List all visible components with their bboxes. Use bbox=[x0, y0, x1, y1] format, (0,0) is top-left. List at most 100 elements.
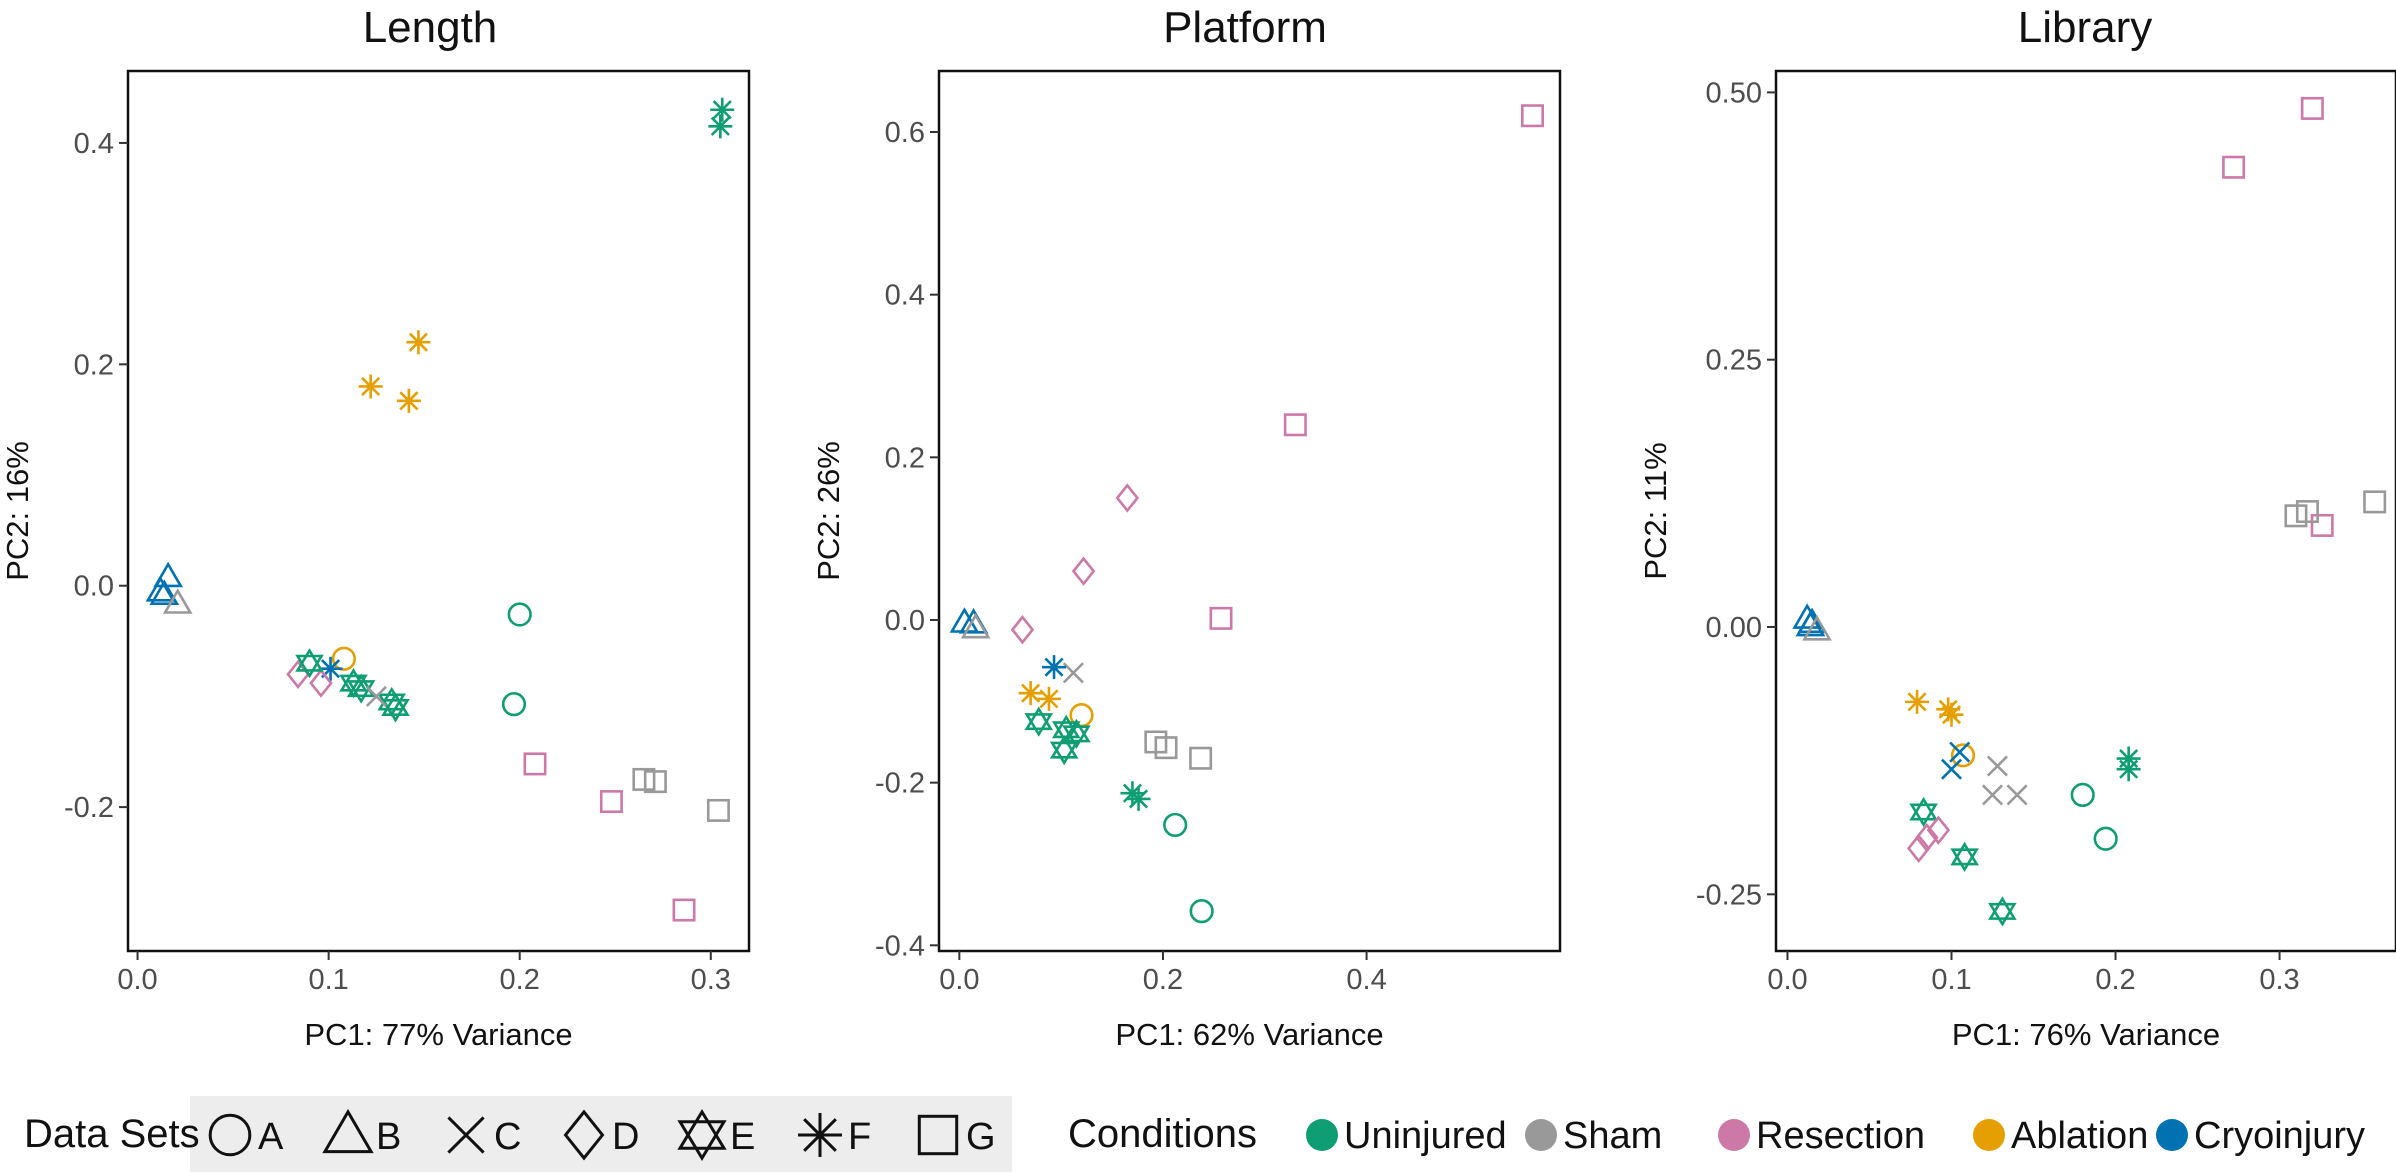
data-point bbox=[1071, 556, 1096, 586]
data-point bbox=[381, 692, 410, 723]
panel-title: Platform bbox=[1163, 3, 1327, 52]
condition-swatch bbox=[1306, 1119, 1338, 1151]
data-point bbox=[1163, 812, 1188, 838]
data-point bbox=[162, 588, 193, 614]
x-tick-label: 0.0 bbox=[117, 964, 157, 996]
data-point bbox=[2363, 490, 2387, 514]
x-tick-label: 0.1 bbox=[308, 964, 348, 996]
dataset-legend-label: G bbox=[966, 1116, 996, 1158]
data-point bbox=[1940, 758, 1963, 780]
data-point bbox=[1988, 896, 2017, 927]
data-point bbox=[339, 668, 368, 699]
data-point bbox=[672, 898, 696, 922]
y-tick-label: 0.00 bbox=[1706, 612, 1762, 644]
legend: Data Sets A B C D E F G Conditions Uninjured Sh… bbox=[24, 1096, 2365, 1172]
condition-legend-label: Ablation bbox=[2011, 1115, 2148, 1157]
dataset-legend-label: D bbox=[612, 1116, 639, 1158]
data-point bbox=[1042, 655, 1067, 680]
dataset-legend-label: C bbox=[494, 1116, 521, 1158]
data-point bbox=[599, 790, 623, 814]
data-point bbox=[365, 685, 387, 707]
y-axis-label: PC2: 16% bbox=[0, 441, 35, 581]
condition-legend-item: Ablation bbox=[1973, 1115, 2148, 1157]
data-point bbox=[1283, 413, 1307, 437]
data-point bbox=[1986, 755, 2008, 777]
data-point bbox=[1062, 662, 1084, 684]
data-point bbox=[1949, 741, 1971, 763]
y-tick-label: -0.2 bbox=[64, 792, 114, 824]
data-point bbox=[1906, 833, 1931, 864]
x-tick-label: 0.2 bbox=[1143, 964, 1183, 996]
panels: Length 0.0 0.1 0.2 0.3 -0.2 0.0 0.2 0.4 PC1: 77% … bbox=[0, 3, 2396, 1052]
data-point bbox=[706, 798, 730, 822]
condition-legend-label: Sham bbox=[1563, 1115, 1662, 1157]
dataset-legend-item: E bbox=[677, 1109, 755, 1161]
data-point bbox=[2006, 784, 2028, 806]
data-point bbox=[396, 388, 421, 413]
scatter-panel-1: Platform 0.0 0.2 0.4 -0.4 -0.2 0.0 0.2 0.4 0.6 PC1… bbox=[811, 3, 1562, 1052]
y-tick-label: 0.50 bbox=[1706, 77, 1762, 109]
data-point bbox=[1115, 483, 1140, 513]
datasets-legend-title: Data Sets bbox=[24, 1112, 200, 1156]
data-point bbox=[643, 770, 667, 794]
plot-frame bbox=[937, 69, 1562, 953]
x-tick-label: 0.0 bbox=[939, 964, 979, 996]
data-point bbox=[1189, 899, 1214, 924]
data-point bbox=[1936, 697, 1961, 722]
y-tick-label: 0.6 bbox=[885, 117, 925, 149]
condition-swatch bbox=[2156, 1119, 2188, 1151]
data-point bbox=[295, 648, 324, 679]
data-point bbox=[1795, 610, 1826, 637]
y-tick-label: 0.25 bbox=[1706, 345, 1762, 377]
plot-frame bbox=[126, 69, 751, 953]
y-axis-label: PC2: 11% bbox=[1638, 442, 1673, 579]
data-point bbox=[153, 561, 183, 588]
dataset-legend-item: C bbox=[447, 1116, 521, 1158]
y-tick-label: 0.2 bbox=[885, 442, 925, 474]
data-point bbox=[2295, 500, 2319, 524]
y-tick-label: 0.4 bbox=[885, 280, 925, 312]
data-point bbox=[2070, 782, 2095, 807]
conditions-legend-title: Conditions bbox=[1068, 1112, 1257, 1156]
scatter-panel-2: Library 0.0 0.1 0.2 0.3 -0.25 0.00 0.25 0.50 PC1:… bbox=[1638, 3, 2396, 1052]
y-tick-label: -0.4 bbox=[875, 930, 925, 962]
y-tick-label: 0.2 bbox=[74, 349, 114, 381]
condition-swatch bbox=[1973, 1119, 2005, 1151]
data-point bbox=[1802, 615, 1832, 641]
data-point bbox=[708, 114, 733, 139]
data-point bbox=[1926, 815, 1951, 845]
x-tick-label: 0.3 bbox=[691, 964, 731, 996]
dataset-legend-label: E bbox=[730, 1116, 755, 1158]
dataset-legend-label: B bbox=[376, 1116, 401, 1158]
data-point bbox=[1126, 786, 1151, 811]
data-point bbox=[1189, 746, 1213, 770]
data-point bbox=[2222, 155, 2246, 179]
condition-legend-item: Uninjured bbox=[1306, 1115, 1507, 1157]
dataset-legend-item: D bbox=[563, 1109, 639, 1161]
x-tick-label: 0.4 bbox=[1346, 964, 1386, 996]
y-tick-label: -0.2 bbox=[875, 768, 925, 800]
data-point bbox=[501, 692, 527, 717]
data-point bbox=[960, 612, 991, 639]
x-tick-label: 0.2 bbox=[2095, 964, 2135, 996]
dataset-legend-label: A bbox=[258, 1116, 284, 1158]
dataset-legend-item: B bbox=[322, 1108, 401, 1158]
data-point bbox=[358, 374, 383, 399]
x-tick-label: 0.2 bbox=[500, 964, 540, 996]
data-point bbox=[1521, 104, 1545, 128]
data-point bbox=[331, 646, 357, 671]
data-point bbox=[2116, 757, 2141, 782]
x-tick-label: 0.1 bbox=[1931, 964, 1971, 996]
data-point bbox=[145, 576, 176, 602]
data-point bbox=[2093, 826, 2118, 851]
data-point bbox=[309, 668, 333, 698]
condition-legend-item: Cryoinjury bbox=[2156, 1115, 2365, 1157]
data-point bbox=[1209, 606, 1233, 630]
x-axis-label: PC1: 76% Variance bbox=[1952, 1017, 2220, 1052]
panel-title: Length bbox=[363, 3, 498, 52]
y-axis-label: PC2: 26% bbox=[811, 441, 846, 581]
data-point bbox=[318, 656, 343, 681]
condition-legend-label: Uninjured bbox=[1344, 1115, 1507, 1157]
data-point bbox=[507, 602, 532, 627]
